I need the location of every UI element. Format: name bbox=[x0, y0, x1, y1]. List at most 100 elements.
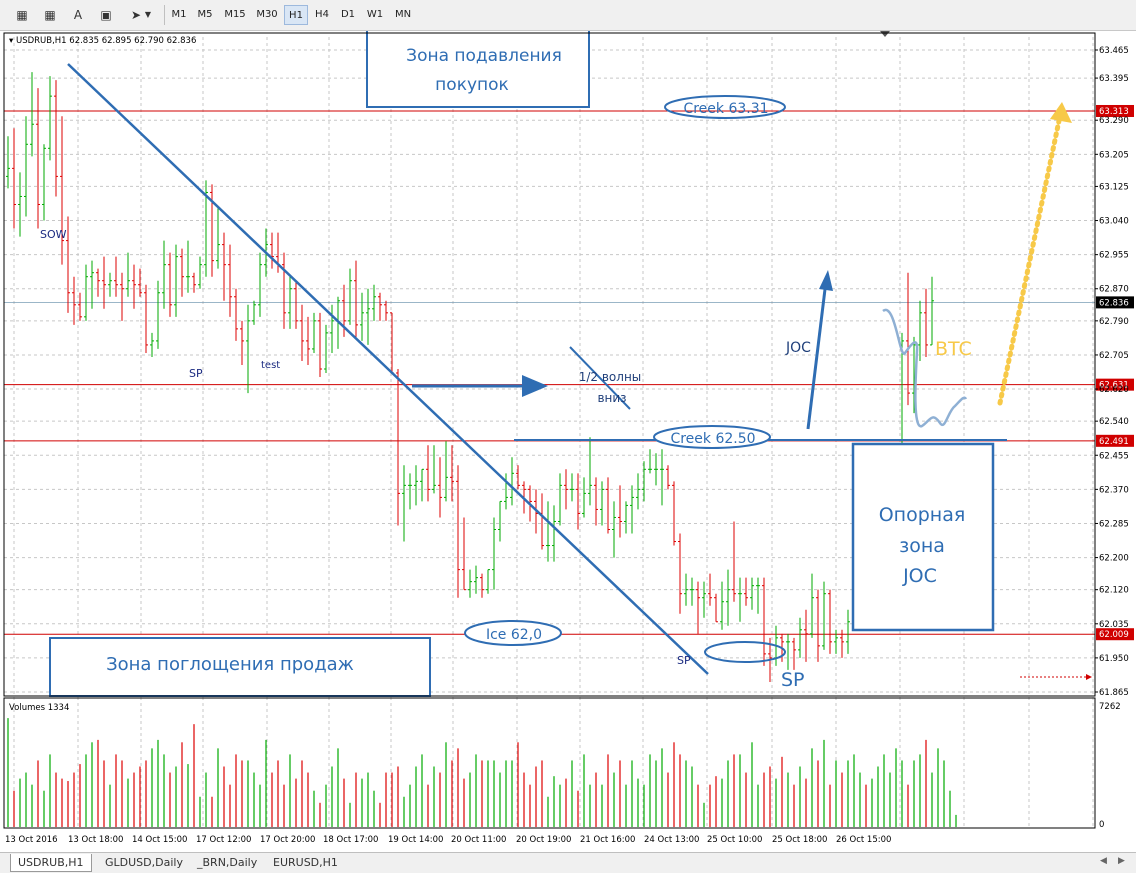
candle bbox=[420, 468, 424, 502]
candle bbox=[846, 609, 850, 654]
candle bbox=[408, 473, 412, 510]
candle bbox=[366, 288, 370, 345]
candle bbox=[558, 473, 562, 526]
text-tool-icon[interactable]: A bbox=[73, 8, 83, 22]
candle bbox=[72, 276, 76, 325]
btc-wave-path bbox=[882, 308, 968, 428]
timeframe-d1[interactable]: D1 bbox=[340, 9, 356, 20]
candle bbox=[726, 569, 730, 626]
sp-left-label: SP bbox=[189, 367, 203, 380]
timeframe-m1[interactable]: M1 bbox=[171, 9, 187, 20]
chart-tab[interactable]: _BRN,Daily bbox=[197, 856, 258, 869]
candles bbox=[6, 72, 934, 682]
chart-tab[interactable]: GLDUSD,Daily bbox=[105, 856, 183, 869]
volume-plot-frame bbox=[3, 697, 1096, 829]
candle bbox=[252, 300, 256, 325]
candle bbox=[120, 272, 124, 321]
candle bbox=[738, 577, 742, 622]
chevron-down-icon[interactable]: ▼ bbox=[144, 10, 152, 19]
y-tick-label: 62.455 bbox=[1099, 451, 1129, 461]
support-zone-line3: JOC bbox=[902, 565, 937, 587]
candle bbox=[66, 216, 70, 313]
x-tick-label: 13 Oct 18:00 bbox=[68, 835, 123, 845]
axes: ▾ USDRUB,H1 62.835 62.895 62.790 62.836 6… bbox=[3, 32, 1129, 845]
candle bbox=[36, 88, 40, 229]
candle bbox=[756, 577, 760, 614]
annotations: Зона подавления покупок Creek 63.31 SOW SP te… bbox=[40, 31, 1092, 697]
creek-top-ellipse bbox=[664, 95, 786, 119]
scroll-left-icon[interactable]: ◀ bbox=[1100, 856, 1107, 866]
candle bbox=[816, 589, 820, 662]
y-tick-label: 62.790 bbox=[1099, 317, 1129, 327]
candle bbox=[930, 276, 934, 346]
price-level-badge bbox=[1096, 378, 1134, 391]
candle bbox=[660, 449, 664, 506]
candle bbox=[90, 260, 94, 309]
candle bbox=[348, 268, 352, 325]
candle bbox=[216, 208, 220, 269]
candle bbox=[828, 589, 832, 654]
arrow-right-head bbox=[522, 375, 548, 397]
red-dashed-arrow-head bbox=[1086, 674, 1092, 680]
timeframe-m15[interactable]: M15 bbox=[224, 9, 246, 20]
candle bbox=[432, 445, 436, 494]
candle bbox=[288, 276, 292, 329]
x-tick-label: 24 Oct 13:00 bbox=[644, 835, 699, 845]
y-tick-label: 62.120 bbox=[1099, 586, 1129, 596]
chart-tab[interactable]: USDRUB,H1 bbox=[10, 854, 92, 872]
timeframe-mn[interactable]: MN bbox=[394, 9, 412, 20]
y-tick-label: 62.285 bbox=[1099, 519, 1129, 529]
timeframe-m30[interactable]: M30 bbox=[256, 9, 278, 20]
half-wave-line2: вниз bbox=[597, 391, 626, 405]
candle bbox=[462, 517, 466, 591]
candle bbox=[234, 288, 238, 341]
scroll-right-icon[interactable]: ▶ bbox=[1118, 856, 1125, 866]
btc-label: BTC bbox=[935, 338, 972, 360]
timeframe-w1[interactable]: W1 bbox=[366, 9, 384, 20]
candle bbox=[414, 465, 418, 506]
candle bbox=[840, 629, 844, 658]
support-zone-box bbox=[851, 442, 995, 632]
candle bbox=[240, 320, 244, 365]
support-zone-line2: зона bbox=[899, 535, 945, 557]
candle bbox=[486, 569, 490, 594]
chart-tab[interactable]: EURUSD,H1 bbox=[273, 856, 338, 869]
candle bbox=[624, 501, 628, 534]
candle bbox=[456, 465, 460, 598]
price-level-label: 63.313 bbox=[1099, 107, 1129, 117]
half-wave-slash bbox=[569, 346, 631, 410]
candle bbox=[792, 637, 796, 670]
sp-big-label: SP bbox=[781, 669, 805, 691]
candle bbox=[228, 244, 232, 317]
candle bbox=[594, 477, 598, 526]
y-tick-label: 61.865 bbox=[1099, 688, 1129, 698]
candle bbox=[666, 465, 670, 490]
candle bbox=[684, 573, 688, 606]
candle bbox=[444, 441, 448, 502]
grid-tool-icon[interactable]: ▦ bbox=[16, 8, 28, 22]
candle bbox=[636, 473, 640, 510]
candle bbox=[186, 240, 190, 293]
candle bbox=[906, 272, 910, 406]
candle bbox=[360, 292, 364, 341]
y-tick-label: 63.465 bbox=[1099, 46, 1129, 56]
current-price-badge bbox=[1096, 296, 1134, 309]
period-tool-icon[interactable]: ▦ bbox=[44, 8, 56, 22]
timeframe-m5[interactable]: M5 bbox=[197, 9, 213, 20]
candle bbox=[504, 473, 508, 510]
arrow-tool-icon[interactable]: ➤ bbox=[130, 8, 142, 22]
text-label-tool-icon[interactable]: ▣ bbox=[100, 8, 112, 22]
chart-background bbox=[0, 31, 1136, 852]
candle bbox=[474, 565, 478, 594]
zone-top-box bbox=[366, 31, 590, 108]
timeframe-h1[interactable]: H1 bbox=[284, 5, 308, 25]
candle bbox=[690, 577, 694, 606]
candle bbox=[402, 465, 406, 542]
timeframe-h4[interactable]: H4 bbox=[315, 9, 329, 20]
candle bbox=[180, 248, 184, 297]
zone-top-line1: Зона подавления bbox=[406, 46, 562, 66]
candle bbox=[48, 76, 52, 161]
candle bbox=[618, 485, 622, 538]
candle bbox=[84, 264, 88, 321]
ice-ellipse bbox=[464, 620, 562, 646]
